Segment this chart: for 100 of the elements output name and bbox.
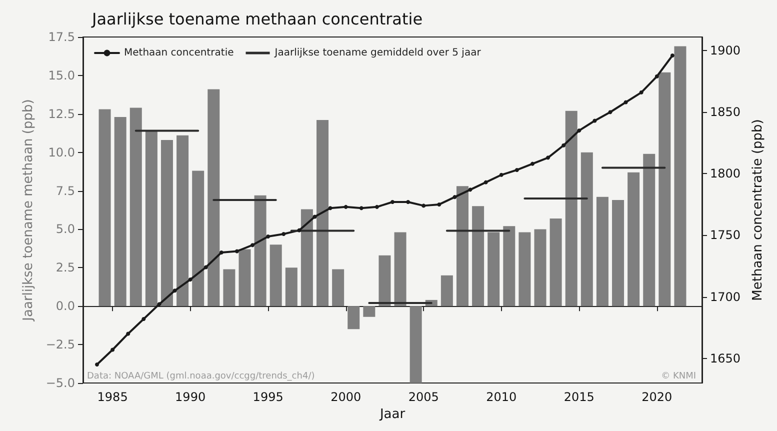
point [172,288,177,293]
y2-tick-label: 1700 [710,290,741,304]
bar [472,206,484,306]
x-tick-label: 1990 [175,390,206,404]
x-tick-label: 2020 [642,390,672,404]
bar [518,232,531,306]
bar [674,46,686,306]
y-tick-label: −2.5 [46,338,75,352]
bar [488,232,500,306]
bar [658,72,671,306]
bar [580,152,593,306]
point [562,143,566,148]
point [328,206,332,210]
x-tick-label: 2000 [330,390,362,404]
point [484,180,488,184]
point [188,278,192,282]
point [359,206,364,210]
point [530,162,534,166]
x-axis-title: Jaar [378,406,406,422]
bar [316,120,329,306]
x-tick-label: 1985 [97,390,128,404]
point [670,53,674,58]
bar [565,110,578,306]
bar [130,108,142,306]
point [126,332,130,336]
y2-tick-label: 1650 [710,351,741,366]
x-tick-label: 2015 [564,390,594,404]
chart-title: Jaarlijkse toename methaan concentratie [91,10,423,28]
bar [145,130,158,306]
bar [394,232,406,306]
point [219,250,224,254]
point [110,348,115,352]
y-tick-label: 12.5 [48,106,75,121]
y-tick-label: −5.0 [46,376,75,390]
y-tick-label: 5.0 [56,222,75,236]
point [374,204,379,209]
bar [550,218,562,306]
point [157,302,162,306]
bar [98,109,111,306]
bar [300,209,313,306]
x-tick-label: 2010 [486,390,517,404]
y-tick-label: 0.0 [56,299,75,314]
bar [363,306,376,317]
bar [628,172,640,306]
x-tick-label: 2005 [408,390,439,404]
legend-label: Jaarlijkse toename gemiddeld over 5 jaar [274,48,482,58]
bar [238,249,251,306]
bar [440,275,453,306]
y2-tick-label: 1750 [710,228,741,242]
point [266,234,270,238]
point [344,204,348,209]
y-tick-label: 15.0 [48,68,75,82]
point [390,200,394,204]
point [452,195,457,200]
point [577,128,582,133]
bar [114,116,126,306]
point [312,214,317,219]
annotation: © KNMI [661,372,696,382]
y-tick-label: 7.5 [56,184,75,198]
point [654,74,659,78]
bar [612,200,624,306]
bar [192,170,204,306]
y-tick-label: 10.0 [48,145,75,160]
bar [285,268,298,306]
point [422,204,426,208]
bar [270,244,282,306]
point [468,188,472,192]
point [95,362,99,367]
point [639,90,644,94]
y-axis-title: Jaarlijkse toename methaan (ppb) [20,99,36,322]
bar [503,226,516,306]
point [546,156,550,160]
bar [254,195,266,306]
point [592,118,597,123]
point [250,243,255,248]
bar [160,140,173,306]
point [282,232,286,236]
y2-axis-title: Methaan concentratie (ppb) [750,119,766,301]
point [204,265,208,270]
point [297,228,302,232]
point [234,249,239,254]
bar [378,255,391,306]
bar [208,89,220,306]
point [406,200,410,204]
point [499,172,504,177]
bar [348,306,360,330]
y2-tick-label: 1900 [710,44,741,58]
legend-label: Methaan concentratie [124,48,234,58]
y-tick-label: 17.5 [48,30,75,44]
bar [456,186,468,306]
point [437,202,442,206]
y2-tick-label: 1850 [710,105,741,120]
point [514,168,519,172]
bar [410,306,422,383]
bar [596,196,608,306]
point [608,110,612,114]
x-tick-label: 1995 [252,390,284,404]
y-tick-label: 2.5 [56,260,75,275]
bar [176,135,189,306]
bar [332,269,344,306]
